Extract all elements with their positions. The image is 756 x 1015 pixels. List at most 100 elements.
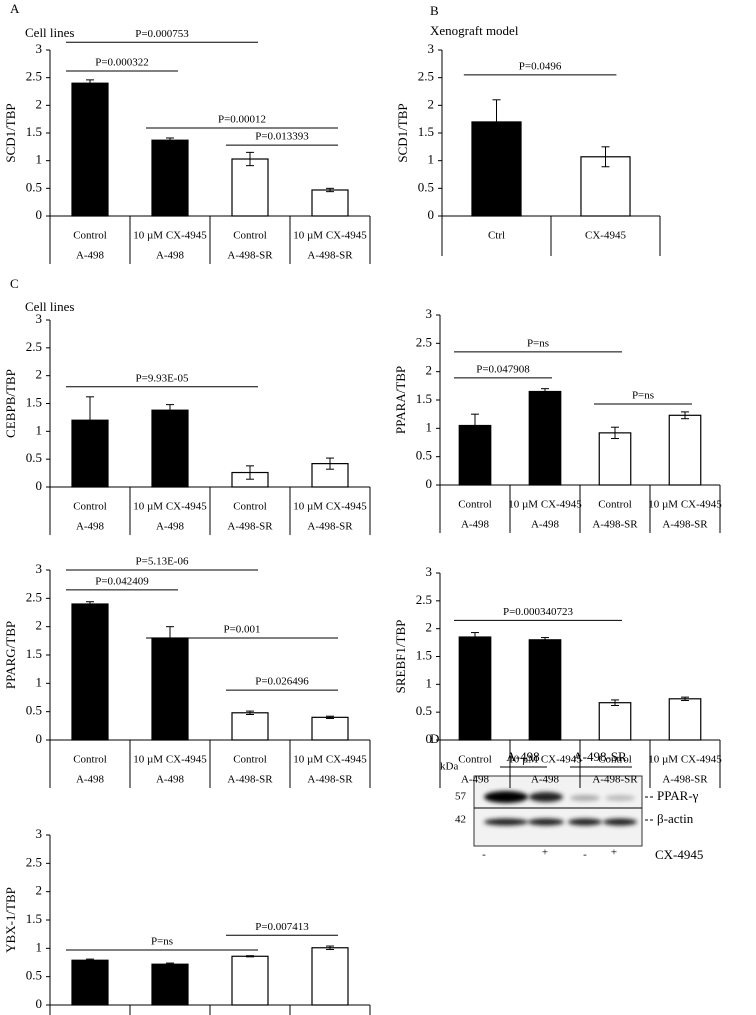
y-tick-label: 0 xyxy=(36,731,43,746)
significance-label: P=0.00012 xyxy=(218,114,266,126)
y-tick-label: 0.5 xyxy=(416,703,432,718)
y-tick-label: 1 xyxy=(36,152,43,167)
treatment-mark: + xyxy=(611,847,617,859)
bar xyxy=(598,432,632,486)
y-tick-label: 0 xyxy=(36,207,43,222)
band xyxy=(484,791,528,803)
blot-frame xyxy=(473,775,643,847)
x-group-label: A-498 xyxy=(531,774,560,786)
significance-label: P=0.026496 xyxy=(255,676,309,688)
y-tick-label: 0 xyxy=(428,207,435,222)
subtitle: Cell lines xyxy=(25,299,74,314)
y-axis-title: YBX-1/TBP xyxy=(3,887,18,953)
x-group-label: A-498-SR xyxy=(227,521,273,533)
y-tick-label: 1.5 xyxy=(418,124,434,139)
x-group-label: A-498-SR xyxy=(307,521,353,533)
significance-label: P=5.13E-06 xyxy=(136,556,189,568)
treatment-mark: - xyxy=(583,849,587,861)
y-tick-label: 0.5 xyxy=(26,450,42,465)
bar xyxy=(151,963,189,1006)
treatment-label: CX-4945 xyxy=(655,847,703,862)
panel-label: B xyxy=(430,3,439,18)
x-tick-label: 10 µM CX-4945 xyxy=(133,754,207,766)
x-group-label: A-498 xyxy=(76,521,105,533)
x-group-label: A-498 xyxy=(461,774,490,786)
y-tick-label: 3 xyxy=(426,306,433,321)
y-tick-label: 1.5 xyxy=(26,394,42,409)
x-tick-label: Control xyxy=(233,501,267,513)
significance-label: P=ns xyxy=(151,936,173,948)
x-group-label: A-498 xyxy=(76,774,105,786)
y-tick-label: 3 xyxy=(36,311,43,326)
bar xyxy=(311,716,349,741)
bar xyxy=(311,947,349,1006)
y-tick-label: 0.5 xyxy=(416,448,432,463)
y-axis-title: SCD1/TBP xyxy=(395,103,410,162)
y-axis-title: PPARG/TBP xyxy=(3,621,18,689)
unit-label: kDa xyxy=(440,761,458,773)
x-group-label: A-498-SR xyxy=(307,250,353,262)
bar xyxy=(71,959,109,1006)
x-tick-label: Control xyxy=(233,754,267,766)
x-group-label: A-498-SR xyxy=(592,519,638,531)
band xyxy=(605,795,635,801)
band xyxy=(528,818,564,826)
bar xyxy=(151,637,189,741)
y-tick-label: 2 xyxy=(426,363,433,378)
y-tick-label: 1.5 xyxy=(26,911,42,926)
y-tick-label: 2.5 xyxy=(416,334,432,349)
x-tick-label: 10 µM CX-4945 xyxy=(508,754,582,766)
significance-label: P=9.93E-05 xyxy=(136,372,189,384)
band xyxy=(529,792,563,802)
y-tick-label: 0 xyxy=(36,478,43,493)
bar xyxy=(528,639,562,741)
significance-label: P=0.000322 xyxy=(95,57,149,69)
significance-label: P=0.007413 xyxy=(255,921,309,933)
blot-panel: D kDa A-498 A-498-SR 57 42 PPAR-γ β-acti… xyxy=(430,731,703,862)
x-tick-label: Control xyxy=(73,754,107,766)
y-tick-label: 2.5 xyxy=(418,69,434,84)
x-tick-label: 10 µM CX-4945 xyxy=(648,499,722,511)
band xyxy=(484,818,528,826)
y-tick-label: 0 xyxy=(36,996,43,1011)
y-tick-label: 3 xyxy=(36,41,43,56)
y-tick-label: 3 xyxy=(36,561,43,576)
x-tick-label: Control xyxy=(458,754,492,766)
y-tick-label: 0.5 xyxy=(26,703,42,718)
significance-label: P=0.000753 xyxy=(135,28,189,40)
y-tick-label: 0.5 xyxy=(26,968,42,983)
y-axis-title: SCD1/TBP xyxy=(3,103,18,162)
x-group-label: A-498-SR xyxy=(307,774,353,786)
y-axis-title: SREBF1/TBP xyxy=(393,620,408,694)
significance-label: P=ns xyxy=(527,337,549,349)
bar xyxy=(668,414,702,486)
significance-label: P=0.001 xyxy=(223,624,260,636)
y-tick-label: 1.5 xyxy=(416,391,432,406)
subtitle: Xenograft model xyxy=(430,23,519,38)
x-tick-label: 10 µM CX-4945 xyxy=(133,501,207,513)
bar xyxy=(71,82,109,217)
y-tick-label: 2 xyxy=(36,618,43,633)
bar xyxy=(231,158,269,217)
treatment-mark: + xyxy=(542,847,548,859)
significance-label: P=0.0496 xyxy=(519,60,562,72)
panel-label: C xyxy=(10,276,19,291)
x-tick-label: 10 µM CX-4945 xyxy=(508,499,582,511)
y-tick-label: 0 xyxy=(426,476,433,491)
band xyxy=(570,795,600,801)
y-tick-label: 2.5 xyxy=(26,69,42,84)
bar xyxy=(598,702,632,741)
x-tick-label: Control xyxy=(458,499,492,511)
y-tick-label: 2 xyxy=(428,96,435,111)
band-label: PPAR-γ xyxy=(657,788,699,803)
y-tick-label: 0.5 xyxy=(26,179,42,194)
x-group-label: A-498-SR xyxy=(227,250,273,262)
x-tick-label: Control xyxy=(73,230,107,242)
y-tick-label: 1.5 xyxy=(416,647,432,662)
x-group-label: A-498 xyxy=(156,774,185,786)
x-tick-label: 10 µM CX-4945 xyxy=(133,230,207,242)
y-axis-title: CEBPB/TBP xyxy=(3,369,18,438)
y-tick-label: 2.5 xyxy=(26,339,42,354)
x-tick-label: Control xyxy=(233,230,267,242)
x-group-label: A-498-SR xyxy=(662,519,708,531)
